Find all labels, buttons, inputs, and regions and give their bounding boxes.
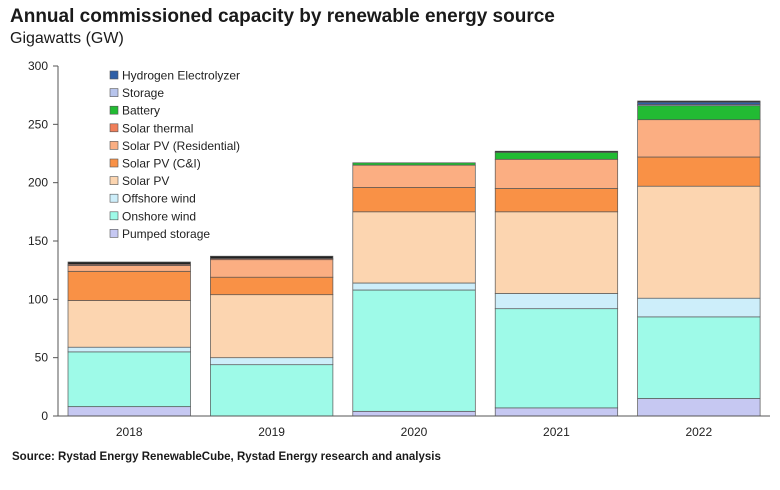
bar-segment	[352, 211, 476, 284]
legend-swatch	[109, 123, 119, 133]
chart-subtitle: Gigawatts (GW)	[10, 30, 124, 47]
y-tick-label: 50	[35, 351, 49, 365]
bar-segment	[210, 357, 334, 366]
y-tick-label: 200	[28, 176, 48, 190]
bar-segment	[210, 294, 334, 359]
y-tick-label: 150	[28, 234, 48, 248]
legend: Hydrogen Electrolyzer Storage Battery Solar…	[109, 69, 240, 241]
bar-segment	[352, 186, 476, 213]
legend-label: Solar PV	[122, 174, 169, 188]
bar-segment	[67, 351, 191, 407]
bar-segment	[637, 316, 761, 399]
legend-label: Solar PV (C&I)	[122, 157, 201, 171]
legend-label: Solar thermal	[122, 121, 193, 135]
legend-label: Storage	[122, 86, 164, 100]
bar-segment	[494, 407, 619, 417]
bar-segment	[494, 158, 619, 189]
bar-segment	[637, 119, 761, 158]
x-tick-label: 2018	[116, 425, 143, 439]
legend-swatch	[109, 158, 119, 168]
bar-segment	[352, 164, 476, 188]
bar-segment	[494, 308, 619, 409]
bar-segment	[67, 261, 191, 265]
bar-segment	[494, 188, 619, 213]
legend-label: Solar PV (Residential)	[122, 139, 240, 153]
legend-label: Battery	[122, 104, 160, 118]
x-axis: 2018 2019 2020 2021 2022	[58, 415, 770, 439]
x-tick-label: 2019	[258, 425, 285, 439]
bar-segment	[67, 346, 191, 353]
bar-segment	[352, 162, 476, 166]
source-note: Source: Rystad Energy RenewableCube, Rys…	[12, 451, 441, 463]
bar-segment	[637, 398, 761, 417]
legend-swatch	[109, 176, 119, 185]
bar-segment	[210, 259, 334, 278]
legend-swatch	[109, 141, 119, 150]
legend-swatch	[109, 193, 119, 203]
y-tick-label: 300	[28, 59, 48, 73]
bar-segment	[67, 300, 191, 348]
y-axis: 0 50 100 150 200 250 300	[28, 59, 59, 423]
bar-segment	[637, 100, 761, 103]
bar-segment	[637, 156, 761, 187]
bar-segment	[494, 151, 619, 160]
legend-label: Hydrogen Electrolyzer	[122, 69, 240, 83]
bar-segment	[352, 289, 476, 412]
bar-segment	[494, 150, 619, 153]
y-tick-label: 250	[28, 117, 48, 131]
bar-segment	[637, 297, 761, 318]
legend-swatch	[109, 211, 119, 221]
y-tick-label: 100	[28, 292, 48, 306]
x-tick-label: 2020	[401, 425, 428, 439]
bars	[67, 100, 761, 417]
bar-segment	[67, 270, 191, 301]
bar-segment	[352, 410, 476, 417]
bar-segment	[67, 265, 191, 272]
bar-segment	[637, 185, 761, 299]
legend-swatch	[109, 105, 119, 115]
legend-swatch	[109, 70, 119, 80]
x-tick-label: 2021	[543, 425, 570, 439]
legend-label: Onshore wind	[122, 209, 196, 223]
legend-swatch	[109, 229, 119, 238]
bar-segment	[210, 255, 334, 259]
chart-title: Annual commissioned capacity by renewabl…	[10, 6, 555, 27]
bar-segment	[494, 293, 619, 310]
legend-label: Pumped storage	[122, 227, 210, 241]
bar-segment	[210, 364, 334, 417]
bar-segment	[352, 282, 476, 291]
y-tick-label: 0	[41, 409, 48, 423]
legend-label: Offshore wind	[122, 192, 196, 206]
bar-segment	[210, 276, 334, 296]
bar-segment	[67, 406, 191, 417]
bar-segment	[637, 105, 761, 121]
legend-swatch	[109, 88, 119, 97]
bar-segment	[494, 211, 619, 294]
x-tick-label: 2022	[685, 425, 712, 439]
